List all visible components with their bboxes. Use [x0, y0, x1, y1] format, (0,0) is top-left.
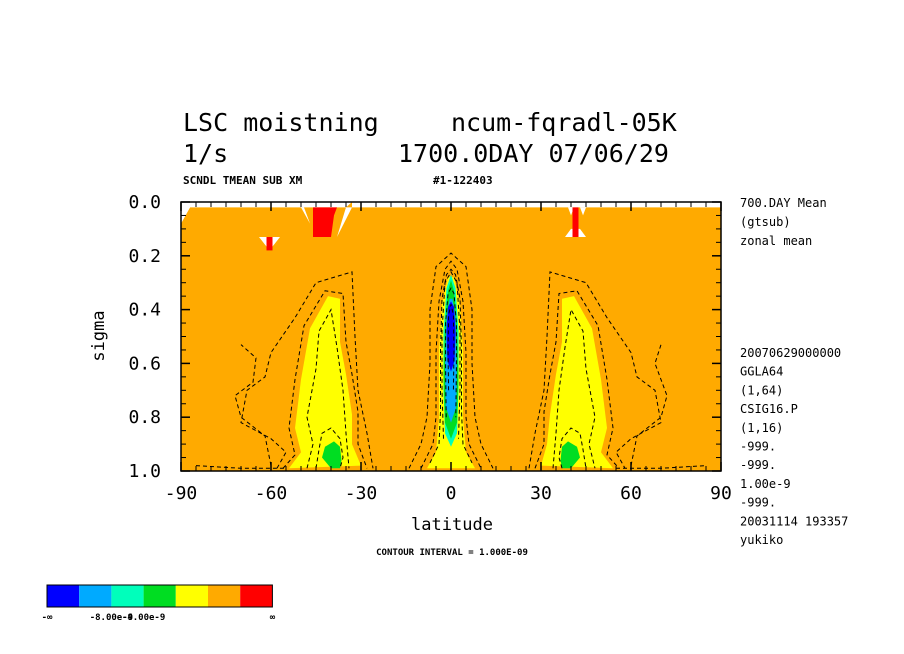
side-info-line: 20070629000000 [740, 346, 841, 360]
contour-line [306, 308, 350, 469]
x-tick-label: 0 [446, 483, 457, 504]
contour-line [420, 260, 482, 469]
side-info-line: -999. [740, 496, 776, 510]
colorbar-label: -∞ [42, 613, 53, 623]
colorbar-label: -4.00e-9 [122, 613, 165, 623]
field-region [560, 441, 580, 469]
axes: -90 -60 -30 0 30 60 90 0.0 0.2 0.4 0.6 0.8 1.0 [128, 192, 731, 504]
contour-line [630, 344, 668, 466]
side-info-line: (gtsub) [740, 215, 791, 229]
field-region [301, 207, 310, 224]
colorbar-swatch [240, 585, 273, 607]
contour-line [240, 271, 374, 469]
side-info-line: (1,64) [740, 383, 783, 397]
x-tick-label: 30 [530, 483, 552, 504]
y-tick-label: 0.4 [128, 300, 161, 321]
contour-line [234, 344, 272, 466]
y-tick-label: 0.2 [128, 246, 161, 267]
side-info-line: yukiko [740, 533, 783, 547]
contour-line [429, 268, 473, 464]
colorbar-label: -8.00e-9 [90, 613, 133, 623]
x-tick-label: 90 [710, 483, 732, 504]
field-region [181, 202, 352, 224]
field-region [352, 202, 721, 208]
subtitle-right: #1-122403 [433, 174, 493, 187]
field-region [337, 207, 352, 237]
contour-line [558, 427, 587, 469]
side-info-line: -999. [740, 458, 776, 472]
side-info-line: -999. [740, 440, 776, 454]
colorbar-swatch [143, 585, 176, 607]
y-tick-label: 0.0 [128, 192, 161, 213]
date-label: 1700.0DAY 07/06/29 [398, 139, 669, 168]
colorbar-swatch [47, 585, 80, 607]
colorbar: -∞ -8.00e-9-4.00e-9 ∞ [42, 584, 276, 623]
side-info-top: 700.DAY Mean (gtsub) zonal mean [740, 196, 827, 248]
subtitle-left: SCNDL TMEAN SUB XM [183, 174, 303, 187]
contour-line [552, 308, 596, 469]
x-axis-label: latitude [411, 515, 493, 535]
experiment-name: ncum-fqradl-05K [451, 108, 677, 137]
x-tick-label: 60 [620, 483, 642, 504]
field-region [313, 207, 337, 237]
contour-line [447, 304, 455, 391]
side-info-line: GGLA64 [740, 365, 783, 379]
x-tick-label: -60 [255, 483, 288, 504]
y-tick-label: 0.6 [128, 353, 161, 374]
y-tick-label: 0.8 [128, 407, 161, 428]
x-tick-label: -90 [165, 483, 198, 504]
y-tick-label: 1.0 [128, 461, 161, 482]
contour-line [315, 427, 344, 469]
units-label: 1/s [183, 139, 228, 168]
side-info-line: 700.DAY Mean [740, 196, 827, 210]
side-info-line: zonal mean [740, 234, 812, 248]
contour-line [408, 252, 494, 469]
contour-line [534, 290, 620, 469]
field-region [181, 202, 190, 224]
colorbar-label: ∞ [270, 613, 276, 623]
field-region [322, 441, 342, 469]
side-info-line: CSIG16.P [740, 402, 798, 416]
contour-line [445, 287, 457, 418]
contour-line [528, 271, 662, 469]
field-region [572, 207, 579, 237]
side-info-line: 1.00e-9 [740, 477, 791, 491]
y-axis-label: sigma [89, 310, 109, 361]
x-tick-label: -30 [345, 483, 378, 504]
field-region [289, 296, 361, 469]
colorbar-swatch [79, 585, 112, 607]
contour-lines [195, 252, 707, 469]
field-region [266, 237, 273, 251]
colorbar-frame [46, 584, 273, 608]
colorbar-swatch [111, 585, 144, 607]
colorbar-swatch [175, 585, 208, 607]
contour-interval-label: CONTOUR INTERVAL = 1.000E-09 [376, 548, 528, 558]
field-region [541, 296, 613, 469]
plot-title: LSC moistning [183, 108, 379, 137]
side-info-bottom: 20070629000000 GGLA64 (1,64) CSIG16.P (1,16)… [740, 346, 848, 547]
side-info-line: (1,16) [740, 421, 783, 435]
colorbar-swatch [208, 585, 241, 607]
field-region [580, 207, 586, 216]
contour-line [282, 290, 368, 469]
shaded-field [181, 202, 721, 471]
side-info-line: 20031114 193357 [740, 514, 848, 528]
contour-line [441, 270, 461, 439]
